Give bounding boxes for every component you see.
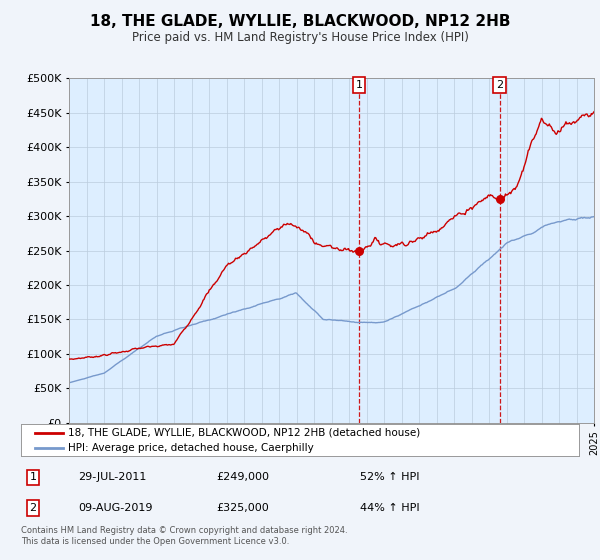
Text: £325,000: £325,000 [216, 503, 269, 513]
Text: HPI: Average price, detached house, Caerphilly: HPI: Average price, detached house, Caer… [68, 442, 314, 452]
Text: 18, THE GLADE, WYLLIE, BLACKWOOD, NP12 2HB (detached house): 18, THE GLADE, WYLLIE, BLACKWOOD, NP12 2… [68, 428, 421, 438]
Text: 18, THE GLADE, WYLLIE, BLACKWOOD, NP12 2HB: 18, THE GLADE, WYLLIE, BLACKWOOD, NP12 2… [90, 14, 510, 29]
Text: 2: 2 [496, 80, 503, 90]
Text: 1: 1 [355, 80, 362, 90]
Text: 09-AUG-2019: 09-AUG-2019 [78, 503, 152, 513]
Text: 29-JUL-2011: 29-JUL-2011 [78, 473, 146, 482]
Point [354, 247, 364, 256]
Point [495, 194, 505, 203]
Text: 52% ↑ HPI: 52% ↑ HPI [360, 473, 419, 482]
Text: 2: 2 [29, 503, 37, 513]
Text: 44% ↑ HPI: 44% ↑ HPI [360, 503, 419, 513]
Text: Price paid vs. HM Land Registry's House Price Index (HPI): Price paid vs. HM Land Registry's House … [131, 31, 469, 44]
Text: 1: 1 [29, 473, 37, 482]
Text: Contains HM Land Registry data © Crown copyright and database right 2024.
This d: Contains HM Land Registry data © Crown c… [21, 526, 347, 546]
Text: £249,000: £249,000 [216, 473, 269, 482]
